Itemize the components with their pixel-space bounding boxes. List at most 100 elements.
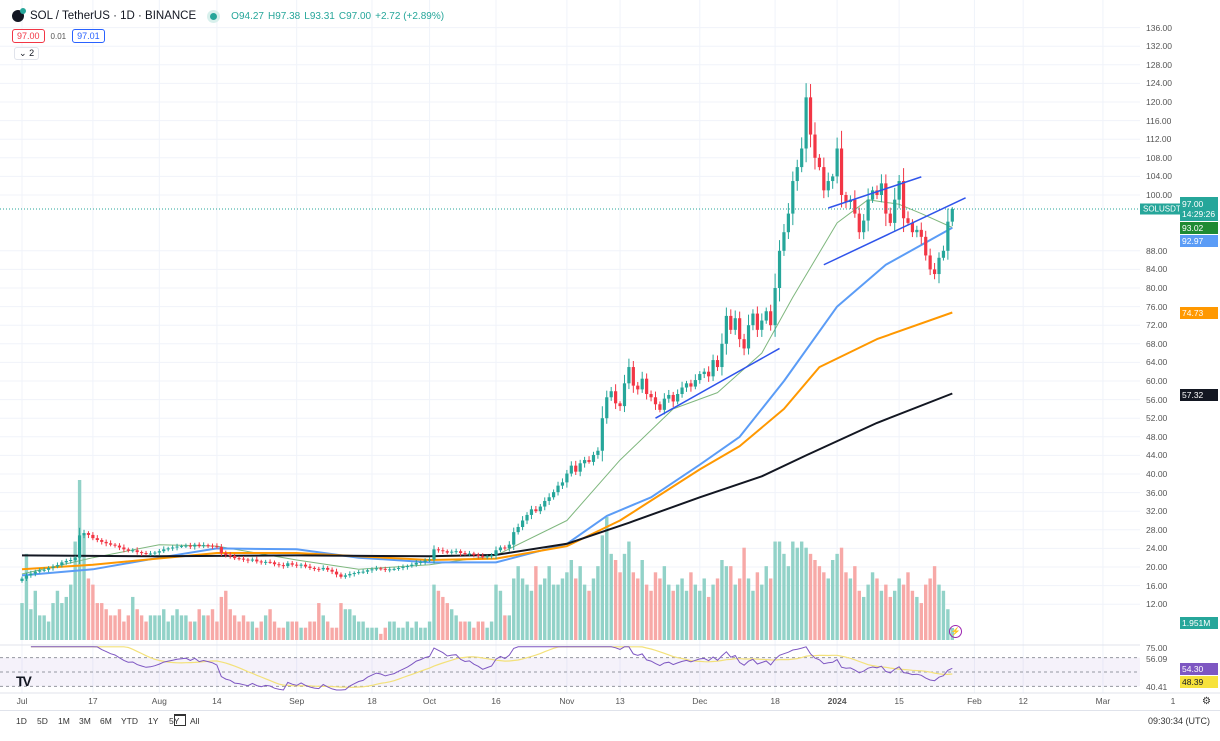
candle-body: [857, 213, 861, 233]
tradingview-logo[interactable]: TV: [16, 673, 32, 689]
volume-bar: [870, 572, 875, 640]
price-label: 68.00: [1146, 338, 1168, 349]
range-button-1m[interactable]: 1M: [58, 716, 70, 726]
ma20-line: [21, 199, 953, 575]
volume-bar: [321, 615, 325, 640]
volume-bar: [197, 609, 201, 640]
range-button-1y[interactable]: 1Y: [148, 716, 159, 726]
candle-body: [334, 571, 339, 575]
volume-bar: [684, 590, 689, 640]
candle-body: [272, 562, 277, 565]
range-button-3m[interactable]: 3M: [79, 716, 91, 726]
volume-bar: [866, 584, 870, 640]
candle-body: [100, 540, 104, 542]
clock-utc[interactable]: 09:30:34 (UTC): [1147, 716, 1210, 726]
candle-body: [622, 383, 627, 407]
candle-body: [210, 545, 215, 547]
volume-bar: [175, 609, 179, 640]
rsi-ma-line: [30, 646, 953, 688]
candle-body: [219, 547, 223, 554]
rsi-line: [30, 646, 953, 691]
volume-bar: [742, 547, 746, 640]
price-label: 108.00: [1146, 152, 1172, 163]
candle-body: [286, 563, 290, 567]
range-button-5d[interactable]: 5D: [37, 716, 48, 726]
candle-body: [69, 560, 73, 562]
candle-body: [645, 378, 649, 395]
solana-logo-icon: [12, 8, 26, 22]
volume-bar: [144, 621, 148, 640]
volume-bar: [294, 621, 299, 640]
rsi-value-badge: 54.30: [1180, 663, 1218, 675]
volume-bar: [42, 615, 46, 640]
bar-countdown: 14:29:26: [1182, 209, 1216, 219]
volume-bar: [764, 566, 768, 640]
price-label: 24.00: [1146, 543, 1168, 554]
calendar-goto-icon[interactable]: [174, 714, 186, 726]
volume-bar: [693, 584, 698, 640]
volume-bar: [219, 596, 224, 640]
volume-bar: [711, 584, 715, 640]
candle-body: [489, 555, 494, 557]
rsi-axis-top: 75.00: [1146, 643, 1168, 653]
volume-bar: [410, 627, 414, 640]
volume-bar: [844, 572, 848, 640]
volume-bar: [193, 621, 197, 640]
volume-bar: [379, 633, 383, 640]
sell-button[interactable]: 97.00: [12, 29, 45, 43]
volume-bar: [835, 553, 839, 640]
trendlines[interactable]: [0, 176, 1140, 419]
moving-averages: [21, 199, 953, 577]
candle-body: [552, 492, 556, 498]
volume-bar: [60, 603, 64, 640]
volume-bar: [184, 615, 188, 640]
volume-bar: [299, 627, 303, 640]
candle-body: [853, 199, 857, 214]
candle-body: [932, 269, 937, 275]
volume-bar: [915, 596, 919, 640]
candle-body: [55, 565, 60, 567]
candle-body: [427, 559, 432, 561]
candle-body: [24, 575, 29, 579]
low-label: L: [304, 10, 310, 22]
volume-bar: [122, 621, 126, 640]
volume-bar: [795, 547, 799, 640]
candle-body: [605, 397, 609, 419]
change-value: +2.72 (+2.89%): [375, 10, 445, 22]
candle-body: [148, 553, 153, 555]
volume-bar: [82, 535, 86, 640]
volume-bar: [365, 627, 370, 640]
volume-bar: [401, 627, 405, 640]
volume-bar: [560, 578, 565, 640]
volume-bar: [680, 578, 684, 640]
range-button-all[interactable]: All: [190, 716, 200, 726]
candle-body: [126, 549, 130, 551]
settings-gear-icon[interactable]: ⚙: [1202, 696, 1211, 707]
range-button-ytd[interactable]: YTD: [121, 716, 138, 726]
range-button-1d[interactable]: 1D: [16, 716, 27, 726]
candle-body: [680, 387, 684, 395]
lightning-icon[interactable]: ⚡: [949, 625, 962, 638]
volume-bar: [348, 609, 352, 640]
candle-body: [51, 566, 55, 568]
candle-body: [463, 553, 467, 555]
indicators-toggle-button[interactable]: ⌄ 2: [14, 47, 40, 60]
volume-bar: [303, 627, 308, 640]
buy-button[interactable]: 97.01: [72, 29, 105, 43]
candle-body: [738, 318, 742, 340]
candle-body: [246, 559, 250, 561]
candle-body: [596, 450, 600, 455]
volume-bar: [893, 590, 897, 640]
volume-bar: [427, 621, 432, 640]
volume-bar: [237, 621, 241, 640]
volume-bar: [631, 572, 636, 640]
volume-bar: [649, 590, 653, 640]
candle-body: [388, 569, 392, 571]
range-button-6m[interactable]: 6M: [100, 716, 112, 726]
volume-bar: [29, 609, 33, 640]
symbol-title[interactable]: SOL / TetherUS · 1D · BINANCE: [30, 10, 197, 22]
candle-body: [405, 566, 410, 568]
volume-bar: [108, 615, 113, 640]
candle-body: [875, 190, 879, 195]
